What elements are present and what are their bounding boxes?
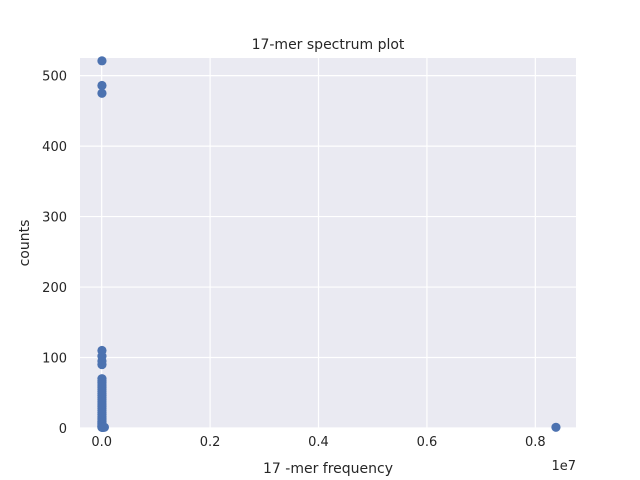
y-tick-label: 0 [59, 422, 67, 437]
y-tick-label: 300 [42, 211, 67, 226]
data-point [99, 422, 109, 432]
y-axis-label: counts [17, 220, 33, 267]
y-tick-labels: 0 100 200 300 400 500 [42, 70, 67, 437]
y-tick-label: 500 [42, 70, 67, 85]
x-tick-label: 0.6 [417, 435, 438, 450]
data-points [97, 56, 561, 432]
data-point [97, 88, 107, 98]
grid-lines [80, 58, 576, 429]
y-tick-label: 100 [42, 352, 67, 367]
chart-title: 17-mer spectrum plot [252, 37, 405, 53]
data-point [551, 422, 561, 432]
y-tick-label: 200 [42, 281, 67, 296]
x-tick-labels: 0.0 0.2 0.4 0.6 0.8 [91, 435, 545, 450]
data-point [97, 80, 107, 91]
x-tick-label: 0.0 [91, 435, 112, 450]
plot-background [80, 58, 576, 428]
data-point [97, 359, 107, 370]
x-axis-offset-label: 1e7 [551, 459, 576, 474]
data-point [97, 56, 107, 66]
x-tick-label: 0.2 [200, 435, 221, 450]
y-tick-label: 400 [42, 140, 67, 155]
x-tick-label: 0.4 [308, 435, 329, 450]
x-tick-label: 0.8 [525, 435, 546, 450]
x-axis-label: 17 -mer frequency [263, 461, 393, 477]
